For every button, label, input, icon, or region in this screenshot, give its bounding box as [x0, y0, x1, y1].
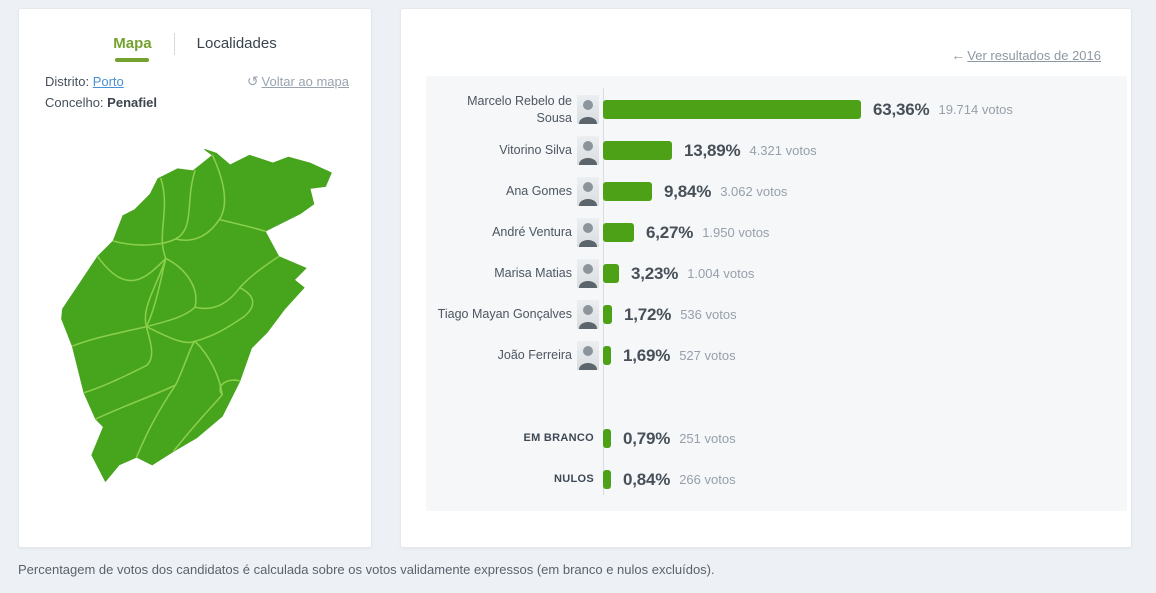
result-bar [603, 141, 672, 160]
result-bar [603, 305, 612, 324]
percent-value: 1,72% [624, 304, 672, 324]
candidate-photo [577, 259, 599, 288]
bar-area: 1,69% 527 votos [603, 346, 1127, 366]
votes-value: 1.950 votos [702, 225, 770, 240]
results-card: ← Ver resultados de 2016 Marcelo Rebelo d… [400, 8, 1132, 548]
ballot-rows: EM BRANCO 0,79% 251 votos NULOS 0,84% 266 vot… [432, 418, 1127, 500]
percent-value: 9,84% [664, 181, 712, 201]
region-bar: Distrito: Porto Concelho: Penafiel ↺ Volt… [19, 61, 371, 113]
votes-value: 19.714 votos [938, 102, 1013, 117]
bar-area: 13,89% 4.321 votos [603, 141, 1127, 161]
candidate-name: Marcelo Rebelo de Sousa [467, 94, 572, 125]
candidate-row: Marisa Matias 3,23% 1.004 votos [432, 253, 1127, 294]
district-label: Distrito: [45, 74, 90, 89]
candidate-photo [577, 136, 599, 165]
ballot-row: NULOS 0,84% 266 votos [432, 459, 1127, 500]
district-link[interactable]: Porto [92, 74, 124, 89]
result-bar [603, 470, 611, 489]
district-row: Distrito: Porto [45, 71, 157, 92]
map-tabs: Mapa Localidades [19, 9, 371, 61]
candidate-name: Tiago Mayan Gonçalves [437, 307, 572, 322]
votes-value: 536 votos [680, 307, 737, 322]
candidate-row: João Ferreira 1,69% 527 votos [432, 335, 1127, 376]
votes-value: 1.004 votos [687, 266, 755, 281]
candidate-name: André Ventura [492, 225, 572, 240]
results-header: ← Ver resultados de 2016 [401, 9, 1131, 76]
back-to-map-label: Voltar ao mapa [261, 74, 349, 89]
bar-area: 63,36% 19.714 votos [603, 100, 1127, 120]
candidate-row: Tiago Mayan Gonçalves 1,72% 536 votos [432, 294, 1127, 335]
votes-value: 251 votos [679, 431, 736, 446]
municipality-outline[interactable] [61, 148, 332, 482]
candidate-photo [577, 300, 599, 329]
candidate-name: Marisa Matias [494, 266, 572, 281]
result-bar [603, 346, 611, 365]
percent-value: 3,23% [631, 263, 679, 283]
candidate-row: Marcelo Rebelo de Sousa 63,36% 19.714 voto… [432, 89, 1127, 130]
result-bar [603, 429, 611, 448]
results-chart-panel: Marcelo Rebelo de Sousa 63,36% 19.714 voto… [426, 76, 1127, 511]
map-card: Mapa Localidades Distrito: Porto Concelh… [18, 8, 372, 548]
votes-value: 527 votos [679, 348, 736, 363]
candidate-rows: Marcelo Rebelo de Sousa 63,36% 19.714 voto… [432, 89, 1127, 376]
undo-icon: ↺ [246, 73, 259, 89]
council-label: Concelho: [45, 95, 104, 110]
candidate-row: André Ventura 6,27% 1.950 votos [432, 212, 1127, 253]
candidate-photo [577, 341, 599, 370]
candidate-row: Ana Gomes 9,84% 3.062 votos [432, 171, 1127, 212]
percent-value: 0,84% [623, 469, 671, 489]
percent-value: 63,36% [873, 99, 930, 119]
candidate-name: João Ferreira [497, 348, 572, 363]
candidate-name: Vitorino Silva [499, 143, 572, 158]
bar-area: 1,72% 536 votos [603, 305, 1127, 325]
percent-value: 1,69% [623, 345, 671, 365]
tab-localidades[interactable]: Localidades [196, 34, 277, 52]
tab-separator [173, 33, 175, 55]
parish-boundaries [71, 154, 280, 458]
candidate-photo [577, 218, 599, 247]
back-to-map-link[interactable]: ↺ Voltar ao mapa [247, 73, 349, 90]
ballot-label: EM BRANCO [523, 432, 594, 445]
votes-value: 266 votos [679, 472, 736, 487]
votes-value: 4.321 votos [749, 143, 817, 158]
arrow-left-icon: ← [951, 47, 966, 63]
results-rows: Marcelo Rebelo de Sousa 63,36% 19.714 voto… [426, 76, 1127, 511]
percent-value: 6,27% [646, 222, 694, 242]
council-row: Concelho: Penafiel [45, 92, 157, 113]
council-value: Penafiel [107, 95, 158, 110]
ballot-row: EM BRANCO 0,79% 251 votos [432, 418, 1127, 459]
results-2016-label: Ver resultados de 2016 [967, 48, 1101, 63]
results-2016-link[interactable]: ← Ver resultados de 2016 [951, 47, 1101, 63]
percent-value: 13,89% [684, 140, 741, 160]
percentage-note: Percentagem de votos dos candidatos é ca… [18, 562, 715, 577]
bar-area: 9,84% 3.062 votos [603, 182, 1127, 202]
candidate-photo [577, 95, 599, 124]
tab-mapa[interactable]: Mapa [113, 35, 151, 60]
ballot-label: NULOS [554, 473, 594, 486]
bar-area: 0,84% 266 votos [603, 470, 1127, 490]
candidate-photo [577, 177, 599, 206]
result-bar [603, 264, 619, 283]
percent-value: 0,79% [623, 428, 671, 448]
municipality-map[interactable] [49, 137, 371, 492]
result-bar [603, 100, 861, 119]
candidate-name: Ana Gomes [505, 184, 572, 199]
bar-area: 6,27% 1.950 votos [603, 223, 1127, 243]
result-bar [603, 223, 634, 242]
bar-area: 0,79% 251 votos [603, 429, 1127, 449]
bar-area: 3,23% 1.004 votos [603, 264, 1127, 284]
votes-value: 3.062 votos [720, 184, 788, 199]
candidate-row: Vitorino Silva 13,89% 4.321 votos [432, 130, 1127, 171]
result-bar [603, 182, 652, 201]
